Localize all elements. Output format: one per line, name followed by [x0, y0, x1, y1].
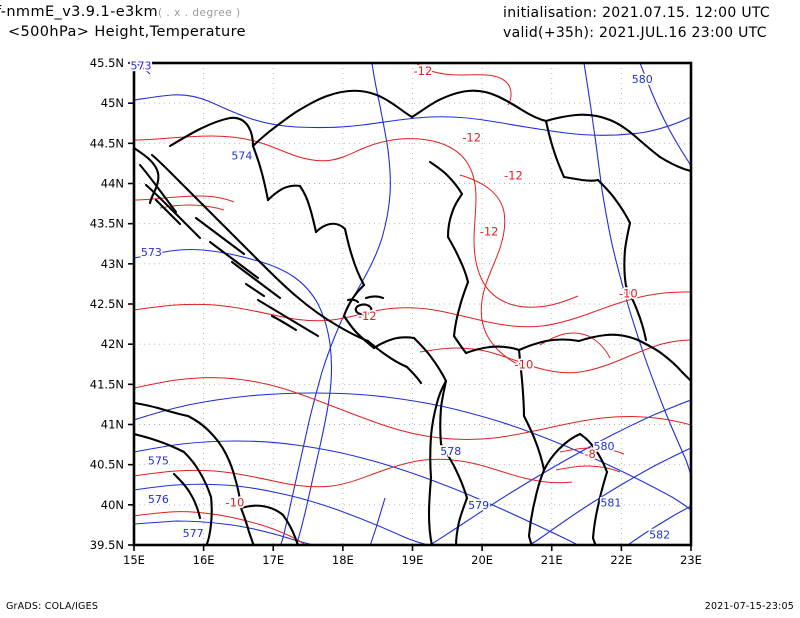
temperature-contour-label-halo: -10 [515, 357, 534, 371]
temperature-contour-label-halo: -12 [414, 64, 433, 78]
model-name: f-nmmE_v3.9.1-e3km [0, 4, 158, 20]
temperature-contour-label: -10 [619, 287, 638, 301]
temperature-contour-label-halo: -10 [619, 287, 638, 301]
header-right-block: initialisation: 2021.07.15. 12:00 UTC va… [503, 5, 770, 41]
temperature-contour-label: -12 [462, 131, 481, 145]
model-title-line: f-nmmE_v3.9.1-e3km( . x . degree ) [0, 4, 426, 20]
temperature-contour-labels: -12-12-12-12-12-12-12-12-12-12-10-10-10-… [224, 62, 640, 511]
y-axis-label: 43N [101, 257, 124, 271]
height-contour-label: 573 [141, 246, 162, 259]
temperature-contour-label: -12 [414, 64, 433, 78]
y-axis-label: 42.5N [90, 297, 124, 311]
temperature-contour-label-halo: -12 [358, 309, 377, 323]
y-axis-label: 42N [101, 337, 124, 351]
x-axis-ticks: 15E 16E 17E 18E 19E 20E 21E 22E 23E [123, 545, 702, 567]
y-axis-label: 39.5N [90, 538, 124, 552]
header-left-block: f-nmmE_v3.9.1-e3km( . x . degree ) <500h… [0, 4, 426, 40]
y-axis-label: 44N [101, 177, 124, 191]
height-contour-label: 580 [593, 440, 614, 453]
x-axis-label: 19E [402, 553, 424, 567]
temperature-contour-label-halo: -10 [226, 495, 245, 509]
height-contour-label-halo: 575 [148, 455, 169, 468]
x-axis-label: 15E [123, 553, 145, 567]
coastline-and-borders [134, 89, 691, 545]
temperature-contour-label: -10 [515, 357, 534, 371]
weather-map-svg: 15E 16E 17E 18E 19E 20E 21E 22E 23E 39.5N 40N 40.5… [90, 56, 702, 567]
grads-source-label: GrADS: COLA/IGES [6, 601, 99, 612]
chart-footer: GrADS: COLA/IGES 2021-07-15-23:05 [0, 596, 800, 612]
height-contour-label: 580 [632, 73, 653, 86]
height-contours [134, 63, 691, 545]
height-contour-label: 575 [148, 455, 169, 468]
height-contour-label-halo: 578 [440, 445, 461, 458]
temperature-contour-label: -10 [226, 495, 245, 509]
y-axis-label: 41.5N [90, 377, 124, 391]
height-contour-label: 582 [649, 529, 670, 542]
y-axis-ticks: 39.5N 40N 40.5N 41N 41.5N 42N 42.5N 43N 43.5N 44N… [90, 56, 134, 552]
y-axis-label: 40N [101, 498, 124, 512]
x-axis-label: 20E [471, 553, 493, 567]
temperature-contour-label: -12 [504, 168, 523, 182]
temperature-contour-label: -12 [480, 225, 499, 239]
initialisation-time: initialisation: 2021.07.15. 12:00 UTC [503, 5, 770, 21]
x-axis-label: 21E [541, 553, 563, 567]
x-axis-label: 16E [193, 553, 215, 567]
y-axis-label: 45N [101, 96, 124, 110]
height-contour-label-halo: 580 [593, 440, 614, 453]
height-contour-label-halo: 581 [600, 496, 621, 509]
field-title-line: <500hPa> Height,Temperature [8, 24, 246, 40]
render-timestamp: 2021-07-15-23:05 [704, 601, 794, 612]
y-axis-label: 45.5N [90, 56, 124, 70]
height-contour-label-halo: 574 [231, 149, 252, 162]
height-contour-label-halo: 579 [468, 499, 489, 512]
temperature-contour-label: -12 [358, 309, 377, 323]
height-contour-label-halo: 573 [130, 59, 151, 72]
height-contour-label: 578 [440, 445, 461, 458]
height-contour-label-halo: 582 [649, 529, 670, 542]
height-contour-label: 581 [600, 496, 621, 509]
chart-plot-area: 15E 16E 17E 18E 19E 20E 21E 22E 23E 39.5N 40N 40.5… [90, 56, 702, 567]
height-contour-label: 574 [231, 149, 252, 162]
x-axis-label: 18E [332, 553, 354, 567]
height-contour-label-halo: 580 [632, 73, 653, 86]
height-contour-label-halo: 576 [148, 493, 169, 506]
height-contour-label: 579 [468, 499, 489, 512]
height-contour-label: 576 [148, 493, 169, 506]
x-axis-label: 17E [262, 553, 284, 567]
temperature-contour-label: -8 [584, 447, 595, 461]
height-contour-label-halo: 573 [141, 246, 162, 259]
y-axis-label: 41N [101, 418, 124, 432]
y-axis-label: 44.5N [90, 136, 124, 150]
temperature-contour-label-halo: -12 [504, 168, 523, 182]
temperature-contour-label-halo: -12 [462, 131, 481, 145]
height-contour-labels: 5735735745745735735755755765765775775785… [129, 58, 672, 544]
temperature-contour-label-halo: -8 [584, 447, 595, 461]
temperature-contour-label-halo: -12 [480, 225, 499, 239]
height-contour-label-halo: 577 [183, 527, 204, 540]
height-contour-label: 577 [183, 527, 204, 540]
valid-time: valid(+35h): 2021.JUL.16 23:00 UTC [503, 25, 767, 41]
x-axis-label: 22E [610, 553, 632, 567]
y-axis-label: 40.5N [90, 458, 124, 472]
x-axis-label: 23E [680, 553, 702, 567]
y-axis-label: 43.5N [90, 217, 124, 231]
height-contour-label: 573 [130, 59, 151, 72]
model-units: ( . x . degree ) [157, 7, 241, 19]
chart-header: f-nmmE_v3.9.1-e3km( . x . degree ) <500h… [0, 0, 800, 56]
